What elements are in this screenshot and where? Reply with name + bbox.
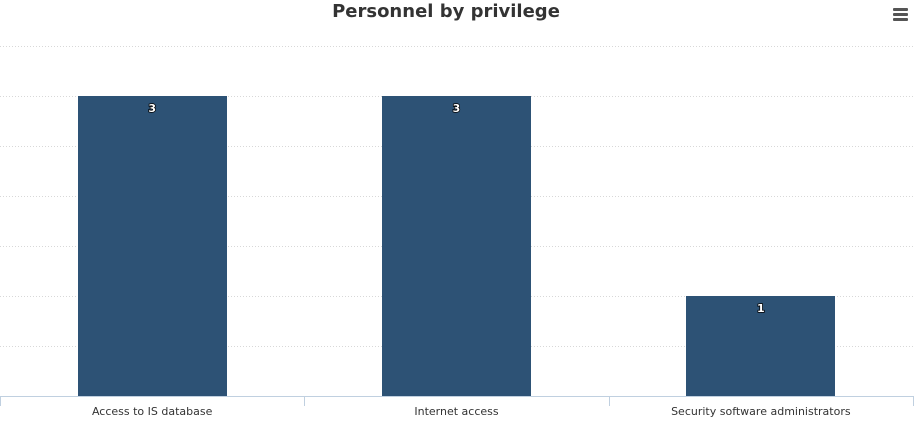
data-label: 3 (148, 102, 156, 115)
x-axis: Access to IS database Internet access Secu… (0, 396, 914, 418)
x-tick-label: Security software administrators (671, 405, 851, 418)
x-tick-label: Access to IS database (92, 405, 213, 418)
data-labels: 3 3 1 (148, 101, 766, 316)
chart-title: Personnel by privilege (332, 1, 560, 22)
bar (382, 96, 531, 396)
bar-series (78, 96, 835, 396)
bar (78, 96, 227, 396)
data-label: 3 (453, 102, 461, 115)
x-tick-label: Internet access (414, 405, 499, 418)
bar (686, 296, 835, 396)
data-label: 1 (757, 302, 765, 315)
context-menu-button[interactable] (892, 6, 910, 22)
